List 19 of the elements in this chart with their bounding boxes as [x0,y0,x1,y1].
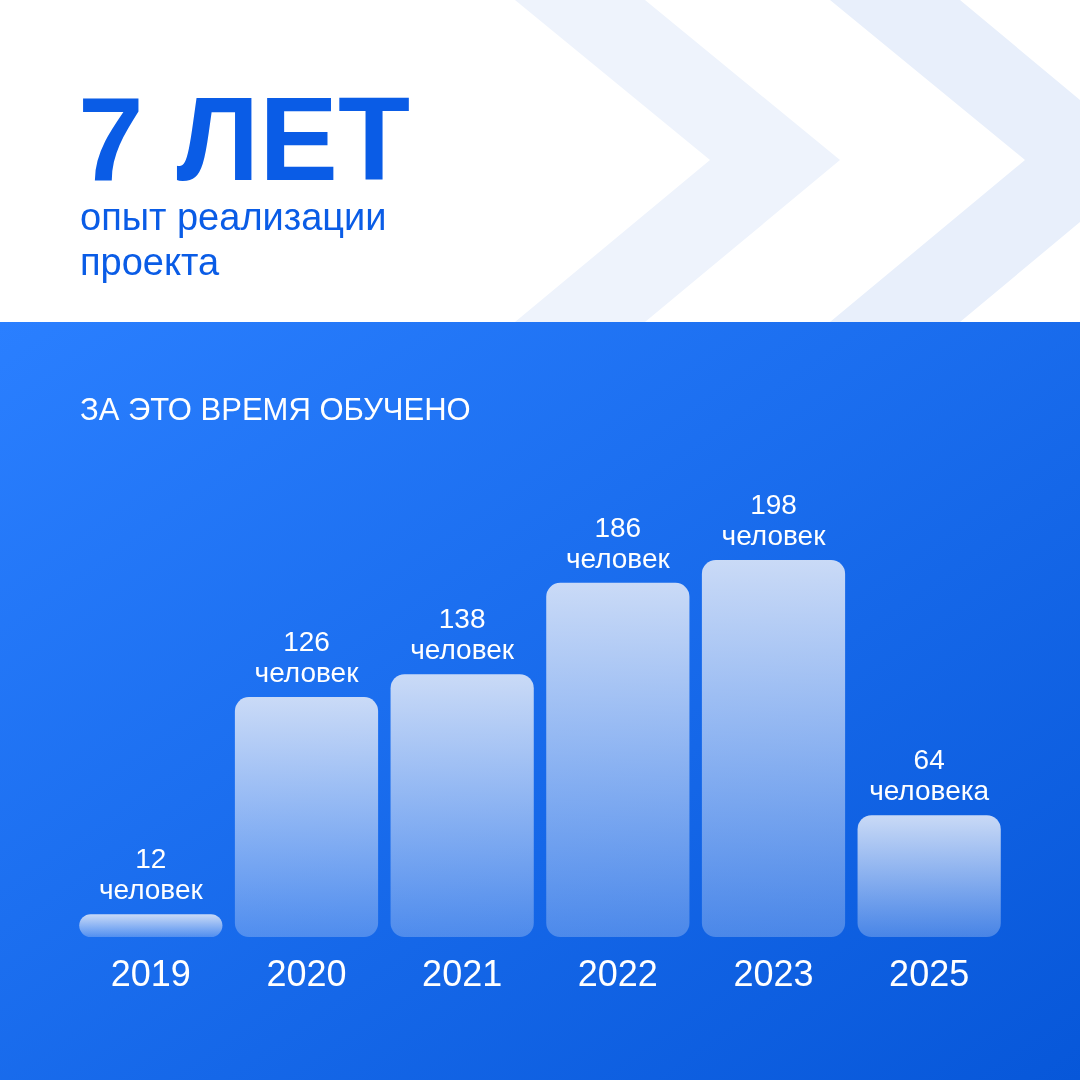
x-tick-label: 2022 [577,953,658,994]
text: ЗА ЭТО ВРЕМЯ ОБУЧЕНО [80,392,471,427]
data-label: 186 человек [565,511,671,574]
x-tick-label: 2023 [733,953,814,994]
bar [701,560,846,937]
bar [234,697,379,937]
bar [546,582,690,937]
x-tick-label: 2025 [889,953,970,994]
x-tick-label: 2021 [422,953,503,994]
data-label: 126 человек [254,626,360,689]
data-label: 64 человека [869,744,990,807]
bar [79,914,223,937]
data-label: 198 человек [721,489,827,551]
bar [857,815,1001,937]
bar [390,674,534,937]
x-tick-label: 2020 [266,953,347,994]
data-label: 12 человек [98,843,204,906]
x-tick-label: 2019 [110,953,191,994]
data-label: 138 человек [410,603,515,666]
